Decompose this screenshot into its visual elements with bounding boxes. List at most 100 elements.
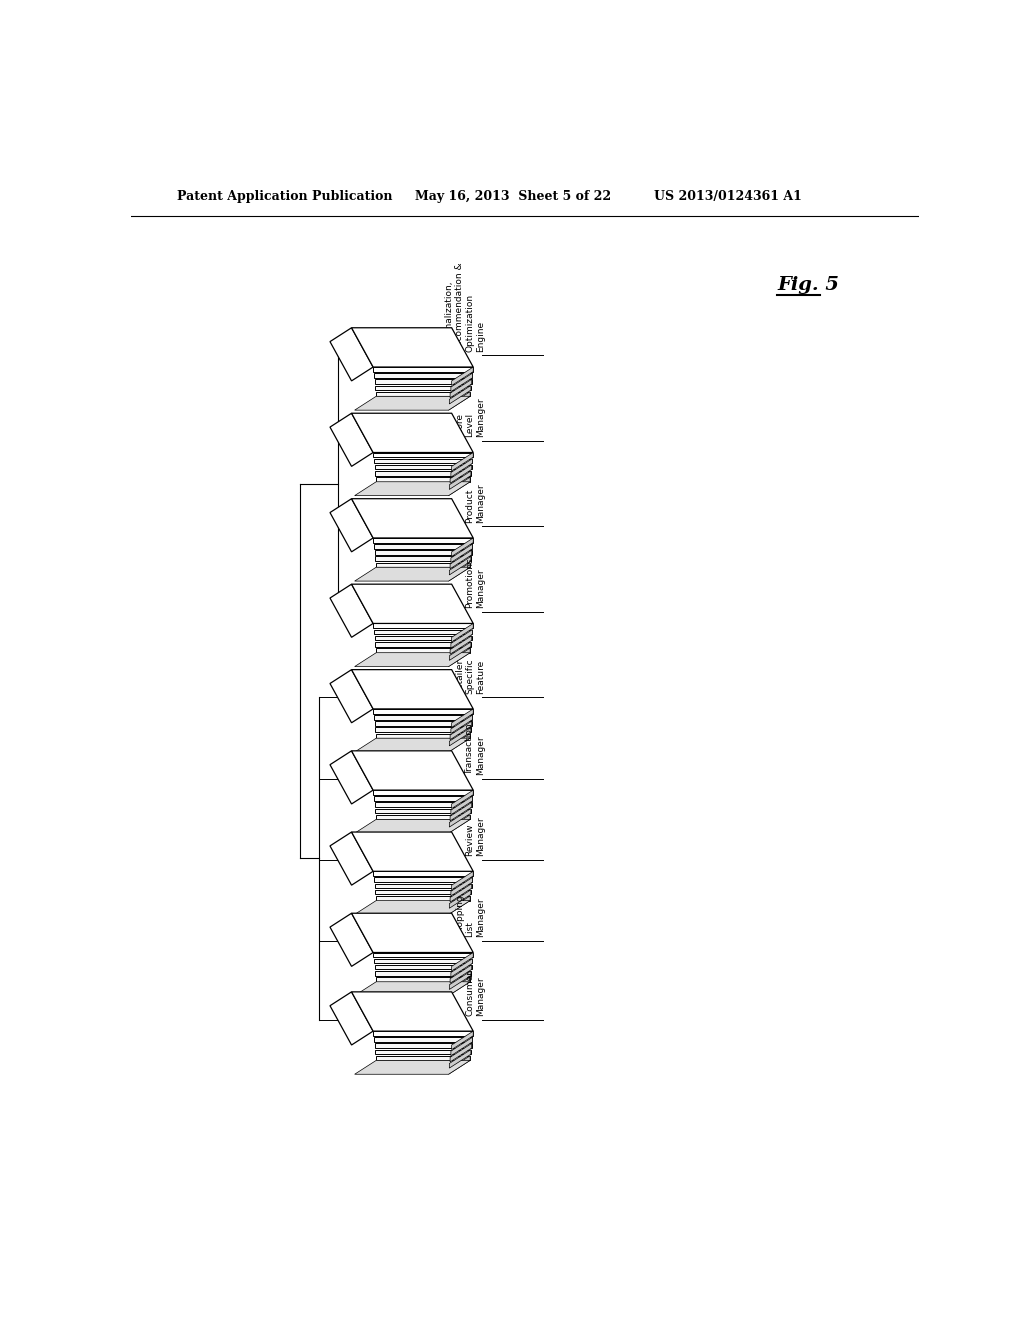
Polygon shape xyxy=(452,1031,473,1049)
Polygon shape xyxy=(330,751,373,804)
Polygon shape xyxy=(451,379,472,397)
Polygon shape xyxy=(373,623,473,628)
Polygon shape xyxy=(373,871,473,876)
Polygon shape xyxy=(449,814,470,833)
Polygon shape xyxy=(451,803,472,821)
Polygon shape xyxy=(376,648,470,652)
Polygon shape xyxy=(375,721,472,726)
Polygon shape xyxy=(330,327,373,381)
Polygon shape xyxy=(451,458,472,477)
Polygon shape xyxy=(449,896,470,915)
Text: Review
Manager: Review Manager xyxy=(465,816,484,855)
Polygon shape xyxy=(330,413,373,466)
Polygon shape xyxy=(449,648,470,667)
Text: Transaction
Manager: Transaction Manager xyxy=(465,723,484,775)
Polygon shape xyxy=(376,896,470,900)
Polygon shape xyxy=(452,709,473,727)
Polygon shape xyxy=(452,953,473,972)
Polygon shape xyxy=(351,499,473,539)
Polygon shape xyxy=(452,623,473,642)
Polygon shape xyxy=(374,958,472,964)
Polygon shape xyxy=(451,544,472,562)
Text: Retailer
Specific
Feature: Retailer Specific Feature xyxy=(455,657,484,693)
Polygon shape xyxy=(376,557,471,561)
Polygon shape xyxy=(374,544,472,549)
Polygon shape xyxy=(373,709,473,714)
Polygon shape xyxy=(354,820,470,833)
Polygon shape xyxy=(373,1031,473,1036)
Polygon shape xyxy=(449,477,470,495)
Polygon shape xyxy=(373,953,473,957)
Polygon shape xyxy=(351,585,473,623)
Polygon shape xyxy=(374,715,472,719)
Polygon shape xyxy=(351,751,473,791)
Polygon shape xyxy=(376,977,470,982)
Polygon shape xyxy=(373,539,473,543)
Polygon shape xyxy=(451,965,472,983)
Polygon shape xyxy=(375,636,472,640)
Polygon shape xyxy=(376,727,471,733)
Polygon shape xyxy=(451,721,472,739)
Polygon shape xyxy=(351,832,473,871)
Polygon shape xyxy=(451,1038,472,1056)
Polygon shape xyxy=(452,453,473,471)
Polygon shape xyxy=(351,327,473,367)
Polygon shape xyxy=(449,392,470,411)
Text: Personalization,
Recommendation &
Optimization
Engine: Personalization, Recommendation & Optimi… xyxy=(444,261,484,351)
Polygon shape xyxy=(452,871,473,890)
Polygon shape xyxy=(450,471,471,490)
Text: Consumer
Manager: Consumer Manager xyxy=(465,970,484,1015)
Text: Fig. 5: Fig. 5 xyxy=(777,276,840,294)
Polygon shape xyxy=(330,499,373,552)
Polygon shape xyxy=(376,734,470,738)
Polygon shape xyxy=(450,385,471,404)
Polygon shape xyxy=(376,392,470,396)
Polygon shape xyxy=(374,1038,472,1041)
Polygon shape xyxy=(451,636,472,655)
Polygon shape xyxy=(450,972,471,990)
Polygon shape xyxy=(376,814,470,820)
Polygon shape xyxy=(450,1049,471,1068)
Polygon shape xyxy=(375,803,472,807)
Polygon shape xyxy=(373,791,473,795)
Polygon shape xyxy=(374,630,472,634)
Polygon shape xyxy=(374,878,472,882)
Polygon shape xyxy=(451,883,472,902)
Polygon shape xyxy=(354,738,470,752)
Polygon shape xyxy=(450,809,471,828)
Polygon shape xyxy=(376,477,470,482)
Polygon shape xyxy=(451,715,472,734)
Polygon shape xyxy=(449,734,470,752)
Polygon shape xyxy=(450,642,471,660)
Polygon shape xyxy=(351,669,473,709)
Polygon shape xyxy=(351,913,473,953)
Polygon shape xyxy=(354,568,470,581)
Polygon shape xyxy=(452,367,473,385)
Polygon shape xyxy=(451,878,472,896)
Polygon shape xyxy=(449,562,470,581)
Polygon shape xyxy=(374,458,472,463)
Polygon shape xyxy=(376,972,471,975)
Polygon shape xyxy=(375,550,472,554)
Polygon shape xyxy=(375,379,472,384)
Polygon shape xyxy=(376,1056,470,1060)
Polygon shape xyxy=(451,958,472,977)
Polygon shape xyxy=(354,900,470,915)
Polygon shape xyxy=(451,465,472,483)
Polygon shape xyxy=(354,652,470,667)
Polygon shape xyxy=(330,991,373,1045)
Text: Product
Manager: Product Manager xyxy=(465,483,484,523)
Polygon shape xyxy=(351,413,473,453)
Text: Promotions
Manager: Promotions Manager xyxy=(465,557,484,609)
Polygon shape xyxy=(376,809,471,813)
Polygon shape xyxy=(373,453,473,457)
Polygon shape xyxy=(354,396,470,411)
Text: US 2013/0124361 A1: US 2013/0124361 A1 xyxy=(654,190,802,203)
Polygon shape xyxy=(330,585,373,638)
Polygon shape xyxy=(376,890,471,895)
Polygon shape xyxy=(451,796,472,814)
Polygon shape xyxy=(450,727,471,746)
Polygon shape xyxy=(450,890,471,908)
Text: Patent Application Publication: Patent Application Publication xyxy=(177,190,392,203)
Polygon shape xyxy=(452,539,473,557)
